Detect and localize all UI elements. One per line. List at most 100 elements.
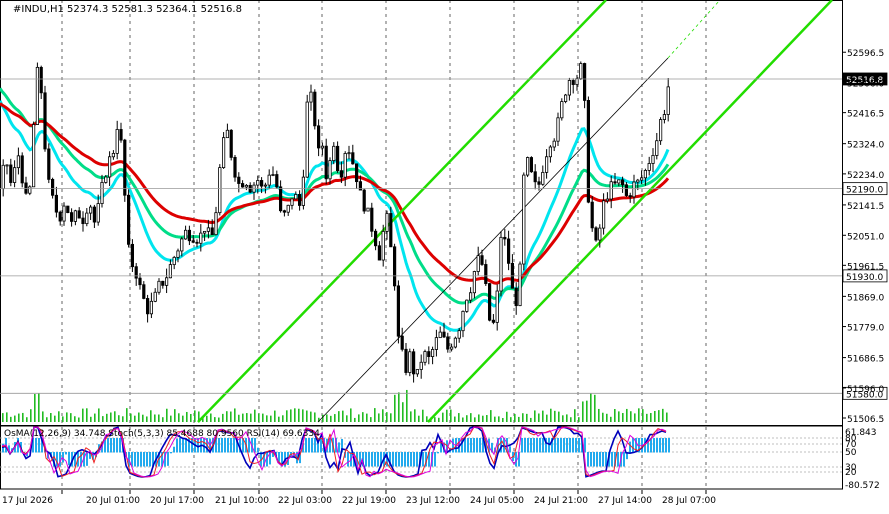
osma-bar [92,452,94,460]
volume-bar [334,414,336,422]
osma-bar [395,452,397,467]
osma-bar [407,452,409,467]
candle-body [221,137,226,168]
volume-bar [470,413,472,422]
ema-fast-line [0,100,670,332]
osma-bar [86,452,88,466]
candle-body [172,256,176,266]
osma-bar [278,452,280,462]
candle-body [545,156,549,173]
candle-body [286,204,290,213]
osma-bar [647,438,649,453]
volume-bar [622,413,624,422]
osma-bar [38,438,40,453]
candle-body [164,277,169,286]
volume-bar [10,416,12,422]
volume-bar [18,413,20,422]
candle-body [586,100,591,203]
indicator-scale-bottom: -80.572 [845,481,880,491]
candle-body [461,310,465,332]
candle-body [240,183,245,188]
volume-bar [578,417,580,422]
volume-bar [370,417,372,422]
candle-body [605,198,610,202]
candle-body [423,351,427,363]
osma-bar [341,438,343,453]
osma-bar [146,452,148,467]
osma-bar [32,438,34,453]
candle-body [590,201,594,229]
candle-body [518,263,522,307]
osma-bar [509,446,511,453]
osma-bar [80,452,82,467]
candle-body [176,250,180,258]
volume-bar [598,408,600,422]
osma-bar [404,452,406,467]
candle-body [571,80,575,85]
volume-bar [466,415,468,422]
candle-body [548,146,553,158]
osma-bar [170,452,172,454]
candle-body [495,290,499,323]
osma-bar [191,438,193,453]
candle-body [533,171,537,183]
candle-body [385,213,389,232]
candle-body [628,195,632,198]
candle-body [419,361,423,370]
osma-bar [224,438,226,453]
candle-body [449,346,454,350]
candle-body [70,212,74,222]
volume-bar [602,412,604,422]
osma-bar [632,438,634,453]
volume-bar [510,417,512,422]
osma-bar [593,452,595,467]
osma-bar [89,452,91,459]
osma-bar [626,452,628,460]
candle-body [468,292,473,301]
candle-body [427,351,431,357]
osma-bar [104,439,106,453]
candle-body [408,351,412,373]
volume-bar [614,409,616,422]
volume-bar [326,414,328,422]
candle-body [161,280,165,286]
candle-body [187,229,191,242]
y-tick-label: 52324.0 [847,141,884,151]
volume-bar [666,412,668,422]
volume-bar [226,411,228,422]
volume-bar [498,416,500,422]
volume-bar [378,413,380,422]
osma-bar [62,452,64,463]
osma-bar [662,438,664,453]
candle-body [362,189,366,212]
osma-bar [131,452,133,467]
volume-bar [222,413,224,422]
osma-bar [311,438,313,453]
candle-body [446,336,450,350]
volume-bar [134,415,136,422]
osma-bar [524,438,526,453]
candle-body [43,92,47,150]
osma-bar [215,438,217,453]
candle-body [256,180,260,186]
volume-bar [166,408,168,422]
volume-bars [2,389,668,422]
y-tick-label: 51961.5 [847,262,884,272]
volume-bar [662,408,664,422]
osma-bar [599,452,601,467]
candle-body [316,125,321,149]
candle-body [503,236,507,240]
price-label: 52190.0 [846,186,883,196]
candle-body [301,176,306,206]
volume-bar [2,413,4,422]
osma-bar [68,452,70,466]
volume-bar [298,408,300,422]
candle-body [324,145,328,180]
osma-bar [254,438,256,453]
candle-body [400,335,404,350]
volume-bar [174,409,176,422]
candle-body [640,177,644,181]
osma-bar [482,438,484,453]
osma-bar [386,452,388,467]
